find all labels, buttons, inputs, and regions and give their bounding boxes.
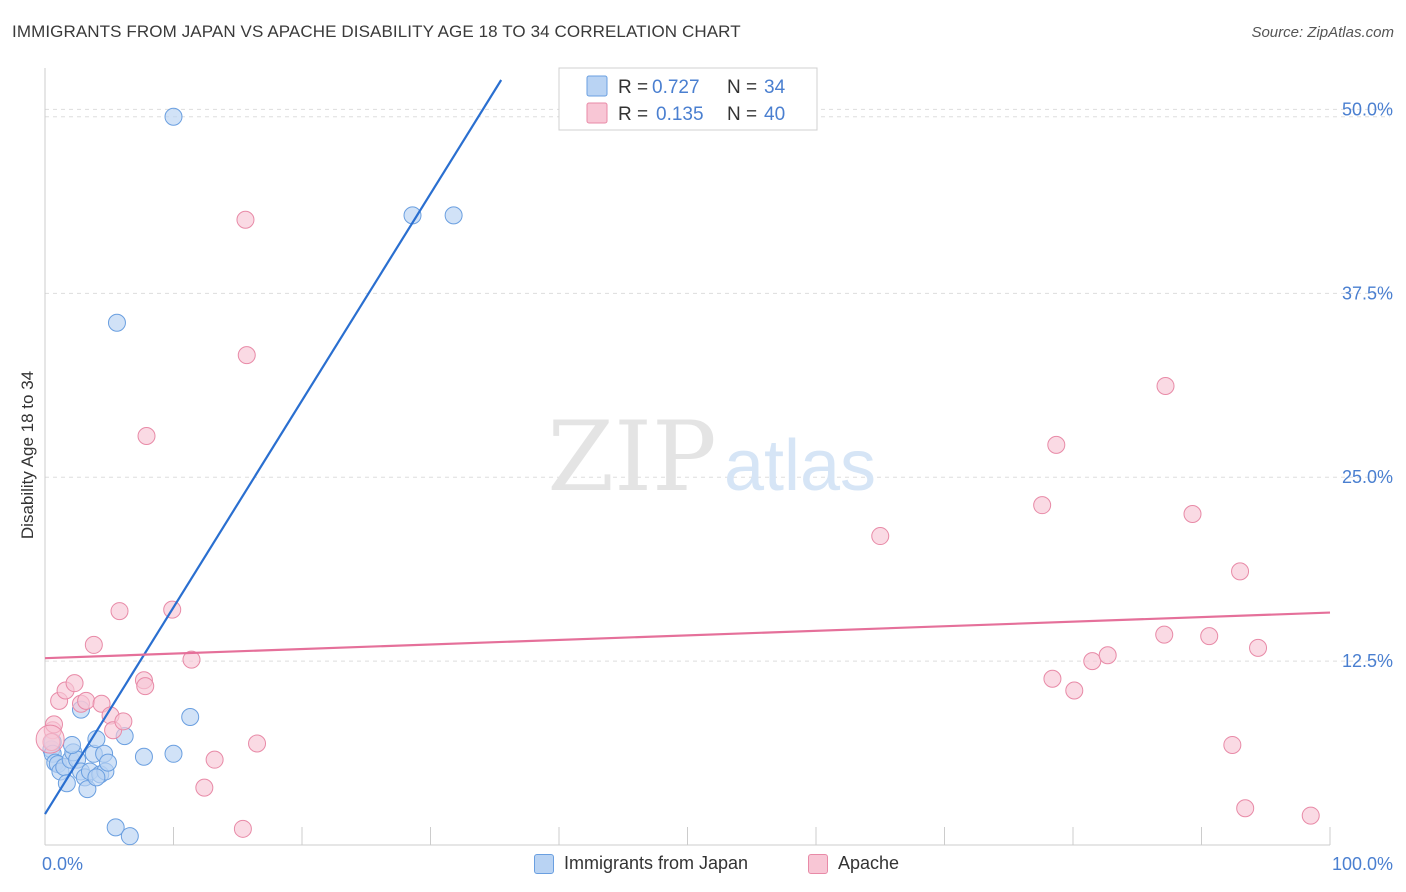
point-apache[interactable] <box>114 712 133 731</box>
stats-n-value-japan: 34 <box>764 77 786 98</box>
stats-r-label-japan: R = <box>618 77 648 98</box>
point-apache[interactable] <box>182 650 201 669</box>
point-apache[interactable] <box>1249 638 1268 657</box>
stats-n-label-apache: N = <box>727 104 757 125</box>
point-apache[interactable] <box>77 691 96 710</box>
chart-title: IMMIGRANTS FROM JAPAN VS APACHE DISABILI… <box>12 22 741 41</box>
x-tick-labels: 0.0% 100.0% <box>42 854 1393 874</box>
point-japan[interactable] <box>98 753 117 772</box>
point-apache[interactable] <box>233 819 252 838</box>
point-apache[interactable] <box>1236 799 1255 818</box>
legend-item-apache[interactable]: Apache <box>808 853 899 874</box>
point-apache[interactable] <box>1231 562 1250 581</box>
point-apache[interactable] <box>1223 735 1242 754</box>
x-tick-label-max: 100.0% <box>1332 854 1393 874</box>
watermark: ZIP atlas <box>547 401 876 513</box>
y-axis-label: Disability Age 18 to 34 <box>18 371 37 539</box>
legend-swatch-japan <box>534 853 554 874</box>
point-apache[interactable] <box>1033 496 1052 515</box>
y-tick-label: 25.0% <box>1342 467 1393 487</box>
point-apache[interactable] <box>1200 627 1219 646</box>
stats-n-label-japan: N = <box>727 77 757 98</box>
stats-swatch-japan <box>586 75 608 97</box>
stats-r-value-apache: 0.135 <box>656 104 704 125</box>
stats-r-label-apache: R = <box>618 104 648 125</box>
point-apache[interactable] <box>205 750 224 769</box>
stats-r-value-japan: 0.727 <box>652 77 700 98</box>
point-apache[interactable] <box>1043 669 1062 688</box>
point-apache[interactable] <box>1047 435 1066 454</box>
point-apache[interactable] <box>236 210 255 229</box>
point-apache-cluster[interactable] <box>35 724 65 754</box>
point-japan[interactable] <box>107 313 126 332</box>
point-japan[interactable] <box>106 818 125 837</box>
point-apache[interactable] <box>1301 806 1320 825</box>
stats-swatch-apache <box>586 102 608 124</box>
point-japan[interactable] <box>164 107 183 126</box>
point-apache[interactable] <box>1065 681 1084 700</box>
data-points <box>35 107 1320 846</box>
point-apache[interactable] <box>136 677 155 696</box>
point-japan[interactable] <box>120 827 139 846</box>
watermark-atlas: atlas <box>724 426 876 506</box>
point-apache[interactable] <box>65 674 84 693</box>
point-apache[interactable] <box>137 427 156 446</box>
point-japan[interactable] <box>87 768 106 787</box>
point-apache[interactable] <box>84 635 103 654</box>
legend-swatch-apache <box>808 853 828 874</box>
legend-label-apache: Apache <box>838 853 900 873</box>
x-tick-label-min: 0.0% <box>42 854 83 874</box>
y-tick-label: 12.5% <box>1342 651 1393 671</box>
point-apache[interactable] <box>248 734 267 753</box>
y-tick-label: 37.5% <box>1342 283 1393 303</box>
source-label: Source: ZipAtlas.com <box>1251 24 1394 41</box>
point-apache[interactable] <box>1156 377 1175 395</box>
point-apache[interactable] <box>1155 625 1174 644</box>
y-tick-label: 50.0% <box>1342 99 1393 119</box>
grid-lines <box>45 108 1390 662</box>
point-japan[interactable] <box>134 747 153 766</box>
axes <box>44 68 1331 846</box>
stats-legend-box: R = 0.727 N = 34 R = 0.135 N = 40 <box>558 67 818 131</box>
trend-lines <box>44 79 1331 815</box>
point-japan[interactable] <box>181 708 200 727</box>
legend-item-japan[interactable]: Immigrants from Japan <box>534 853 748 874</box>
point-apache[interactable] <box>1098 646 1117 665</box>
watermark-zip: ZIP <box>547 401 716 513</box>
trend-line-apache <box>44 611 1331 660</box>
point-japan[interactable] <box>444 206 463 225</box>
legend-label-japan: Immigrants from Japan <box>564 853 749 873</box>
stats-n-value-apache: 40 <box>764 104 785 125</box>
point-japan[interactable] <box>164 744 183 763</box>
point-apache[interactable] <box>1183 504 1202 523</box>
point-apache[interactable] <box>871 527 890 546</box>
point-apache[interactable] <box>1083 652 1102 671</box>
point-japan[interactable] <box>62 735 81 754</box>
trend-line-japan <box>44 79 503 815</box>
point-apache[interactable] <box>110 602 129 621</box>
point-apache[interactable] <box>195 778 214 797</box>
point-apache[interactable] <box>237 346 256 365</box>
y-tick-labels: 12.5% 25.0% 37.5% 50.0% <box>1342 99 1393 671</box>
